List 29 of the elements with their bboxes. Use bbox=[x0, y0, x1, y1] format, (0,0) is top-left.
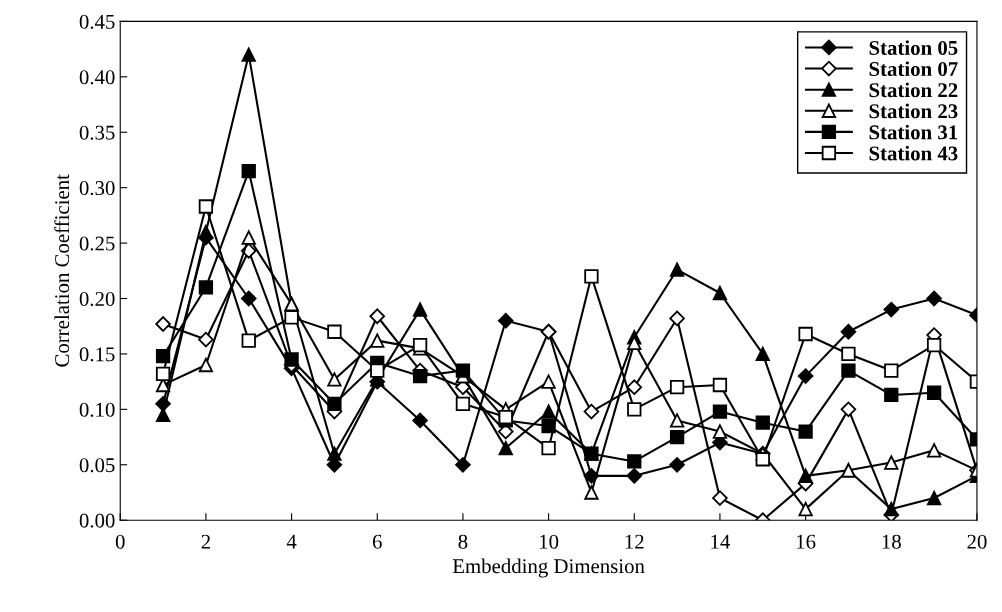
y-tick-label: 0.30 bbox=[79, 181, 115, 196]
x-tick-label: 20 bbox=[967, 534, 987, 549]
legend-label: Station 31 bbox=[869, 124, 958, 140]
x-tick-label: 2 bbox=[201, 534, 210, 549]
legend-label: Station 43 bbox=[869, 145, 958, 161]
x-tick-label: 10 bbox=[540, 534, 559, 549]
y-tick-label: 0.10 bbox=[79, 402, 115, 417]
legend-label: Station 22 bbox=[869, 82, 958, 98]
x-axis-title: Embedding Dimension bbox=[452, 558, 645, 578]
y-tick-label: 0.35 bbox=[79, 125, 115, 140]
x-tick-label: 4 bbox=[286, 534, 297, 549]
x-tick-label: 12 bbox=[625, 534, 644, 549]
y-tick-label: 0.15 bbox=[79, 347, 115, 362]
y-axis-title: Correlation Coefficient bbox=[54, 174, 70, 367]
x-tick-label: 14 bbox=[711, 534, 731, 549]
y-tick-label: 0.25 bbox=[79, 236, 115, 251]
x-tick-label: 16 bbox=[797, 534, 816, 549]
x-tick-label: 0 bbox=[115, 534, 125, 549]
x-tick-label: 6 bbox=[372, 534, 382, 549]
x-tick-label: 18 bbox=[882, 534, 901, 549]
legend-label: Station 07 bbox=[869, 61, 958, 77]
x-tick-label: 8 bbox=[458, 534, 468, 549]
y-tick-label: 0.20 bbox=[79, 291, 115, 307]
y-tick-label: 0.40 bbox=[79, 70, 115, 85]
legend-label: Station 05 bbox=[869, 40, 958, 55]
y-tick-label: 0.05 bbox=[79, 458, 115, 473]
y-tick-label: 0.00 bbox=[79, 513, 115, 528]
legend-label: Station 23 bbox=[869, 103, 958, 119]
y-tick-label: 0.45 bbox=[79, 14, 115, 29]
